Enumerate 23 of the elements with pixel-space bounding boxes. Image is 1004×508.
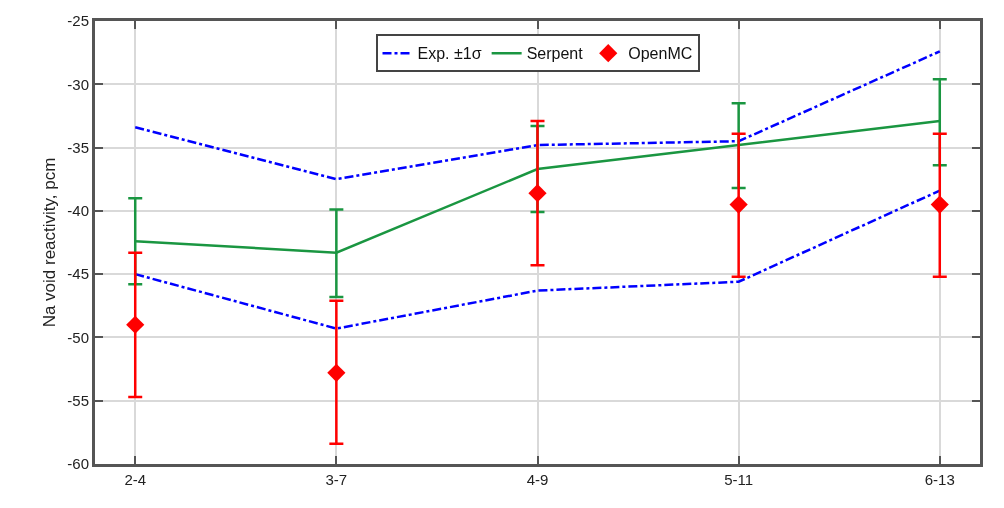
y-tick-label: -55 — [67, 391, 89, 409]
y-tick-label: -45 — [67, 265, 89, 283]
x-tick-label: 4-9 — [526, 471, 549, 488]
legend-label: OpenMC — [628, 45, 693, 63]
y-tick-label: -40 — [67, 202, 89, 220]
point — [930, 195, 949, 214]
point — [528, 184, 547, 203]
point — [126, 315, 145, 334]
y-tick-label: -35 — [67, 138, 89, 156]
point — [729, 195, 748, 214]
y-tick-label: -50 — [67, 328, 89, 346]
y-tick-label: -30 — [67, 75, 89, 93]
x-tick-label: 6-13 — [924, 471, 955, 488]
point — [327, 363, 346, 382]
x-tick-label: 5-11 — [724, 471, 754, 488]
legend-label: Exp. ±1σ — [417, 45, 482, 63]
legend-label: Serpent — [526, 45, 584, 63]
line-series — [133, 189, 942, 330]
x-tick-label: 3-7 — [325, 471, 348, 488]
y-tick-label: -25 — [67, 12, 89, 30]
y-tick-label: -60 — [67, 455, 89, 473]
y-axis-title: Na void reactivity, pcm — [39, 157, 59, 328]
x-tick-label: 2-4 — [124, 471, 147, 488]
